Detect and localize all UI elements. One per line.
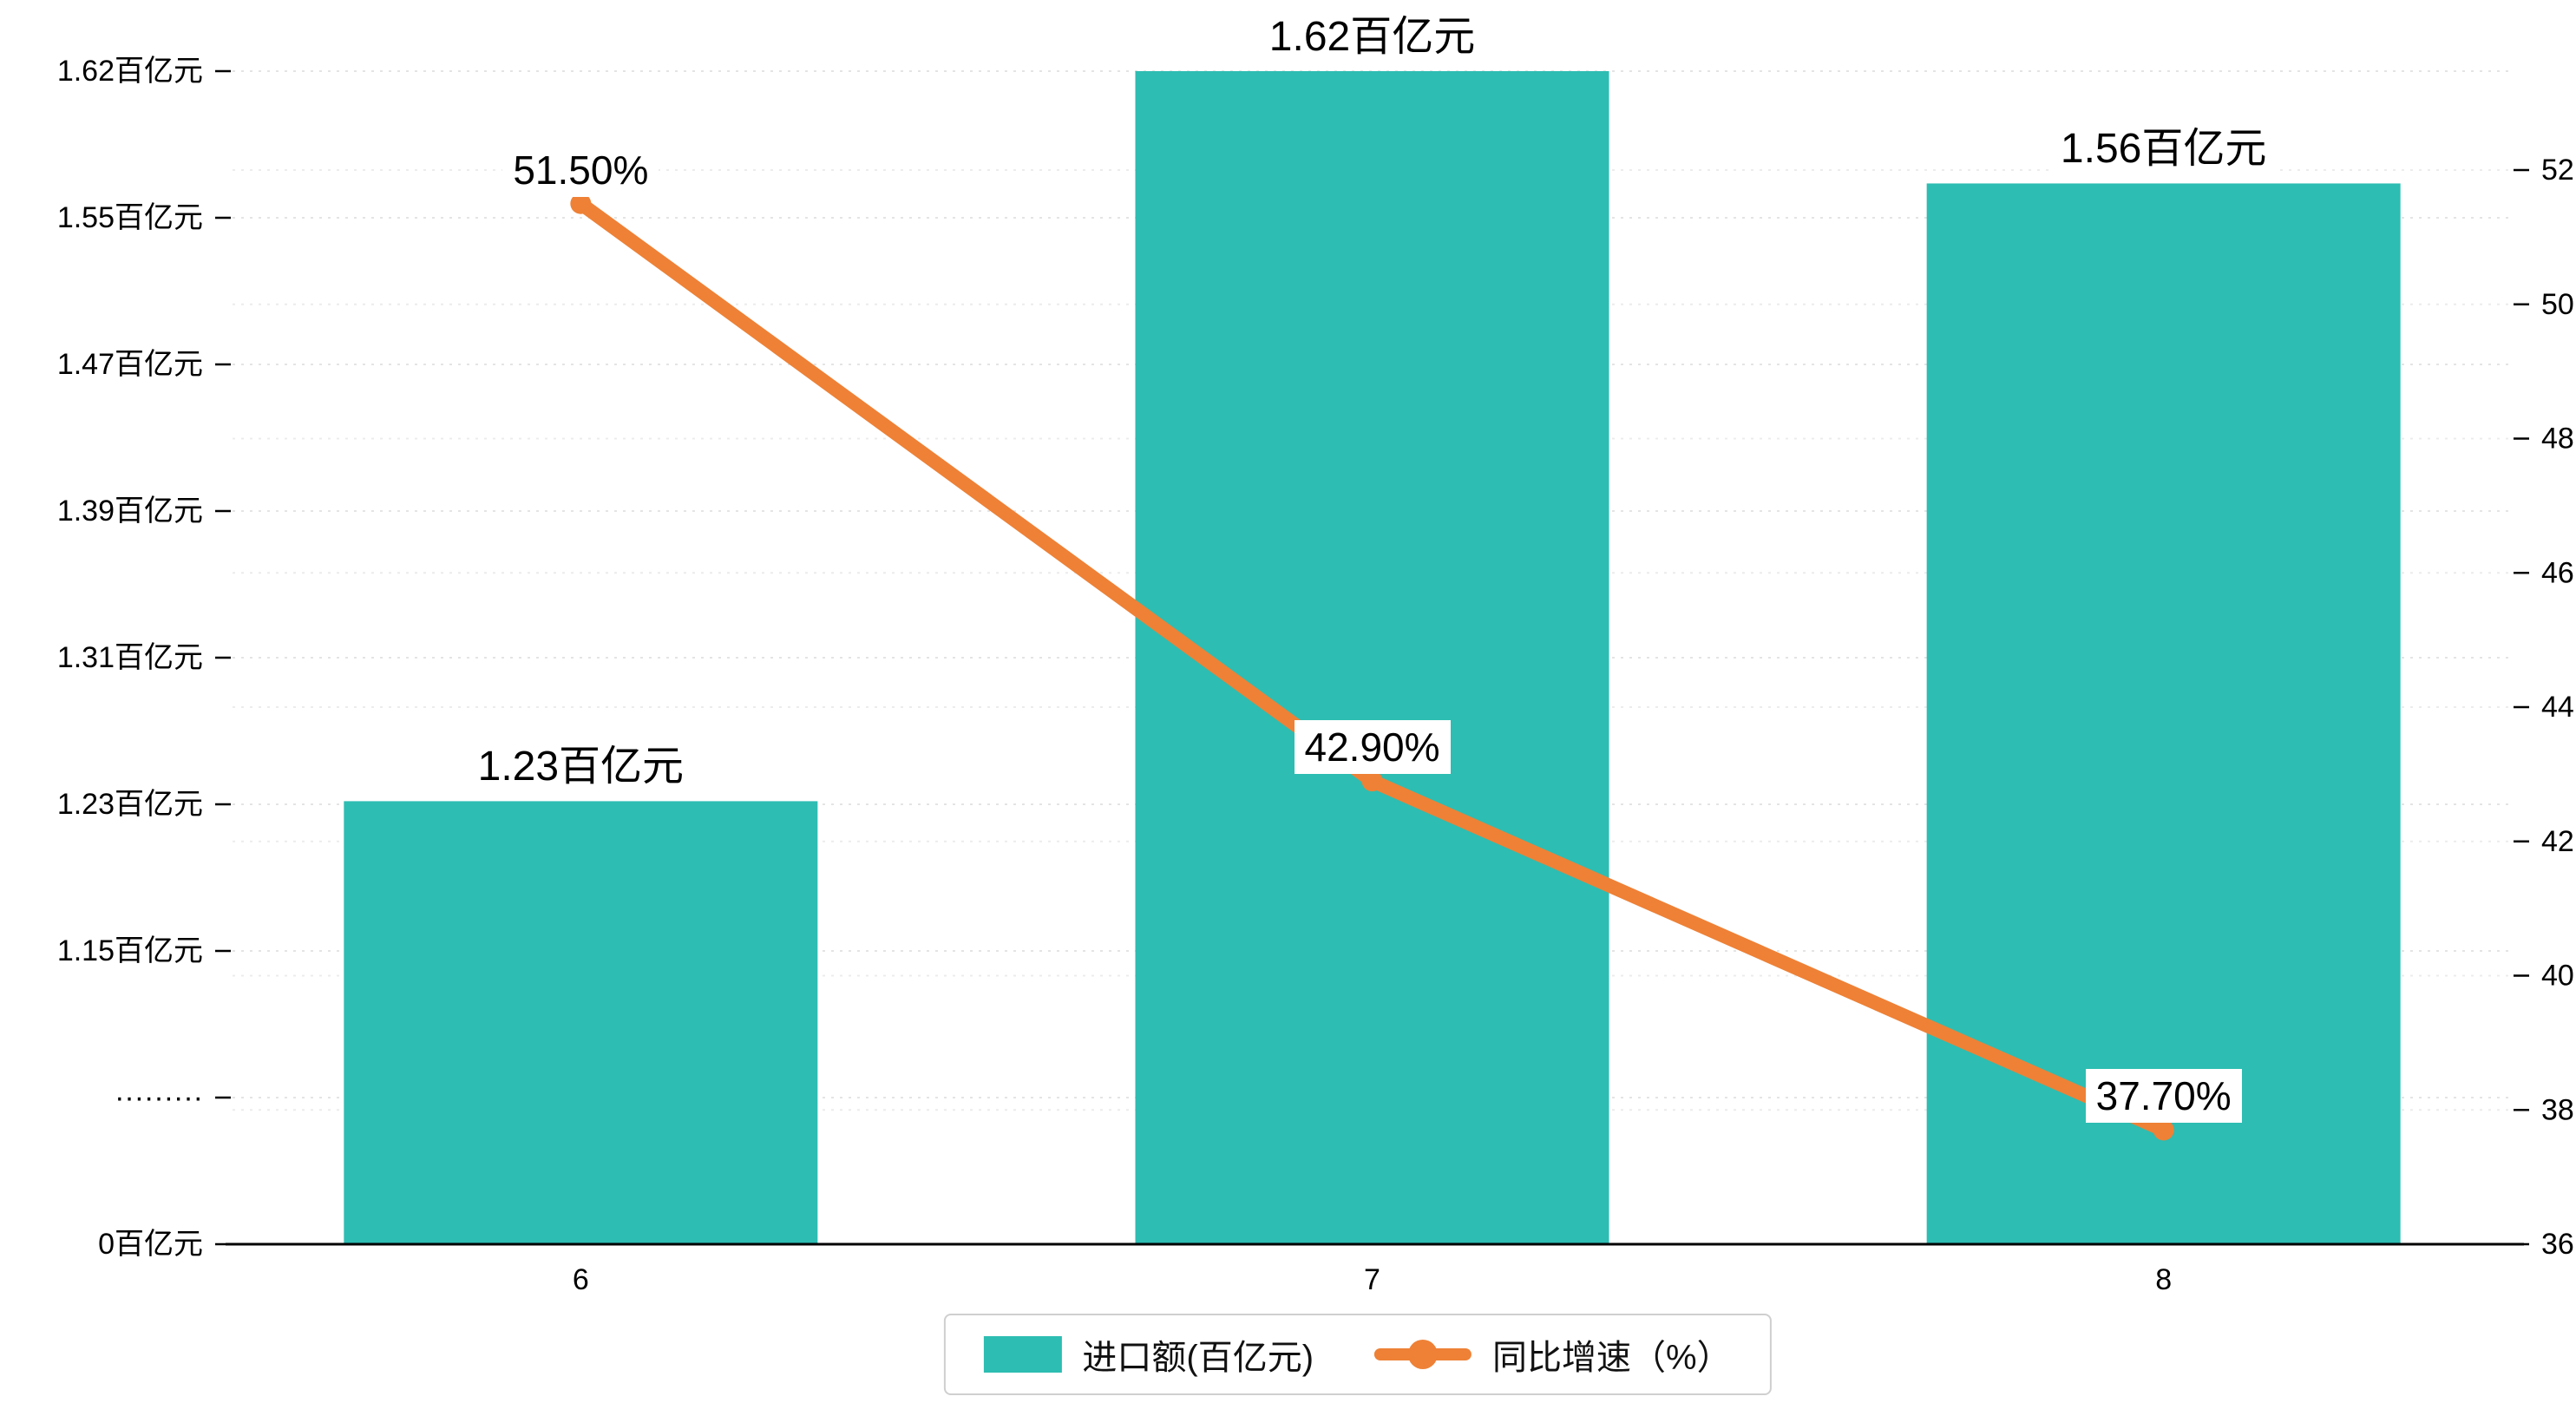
left-axis-tick-label: 1.62百亿元 — [57, 55, 203, 88]
right-axis-tick-label: 40 — [2541, 960, 2574, 993]
right-axis-tick-label: 42 — [2541, 825, 2574, 858]
right-axis-tick-label: 52 — [2541, 154, 2574, 187]
growth-point-icon — [570, 193, 592, 214]
left-axis-tick-label: 1.31百亿元 — [57, 641, 203, 674]
legend-item-import: 进口额(百亿元) — [983, 1329, 1314, 1380]
right-axis-tick-label: 50 — [2541, 288, 2574, 321]
line-series-label: 同比增速（%） — [1492, 1339, 1732, 1377]
line-marker-dot-icon — [1408, 1340, 1439, 1369]
left-axis-tick-label: 1.23百亿元 — [57, 788, 203, 821]
line-series-marker-icon — [1374, 1340, 1472, 1369]
right-axis-tick-label: 38 — [2541, 1093, 2574, 1126]
left-axis-tick-label: 1.55百亿元 — [57, 201, 203, 234]
legend: 进口额(百亿元) 同比增速（%） — [943, 1314, 1772, 1395]
left-axis-tick-label: 0百亿元 — [98, 1228, 203, 1261]
left-axis-tick-label: 1.47百亿元 — [57, 348, 203, 381]
x-axis-tick-label: 7 — [1364, 1263, 1380, 1296]
growth-point-icon — [2153, 1119, 2174, 1141]
bar-series-label: 进口额(百亿元) — [1082, 1339, 1314, 1377]
right-axis-tick-label: 48 — [2541, 423, 2574, 456]
legend-item-growth: 同比增速（%） — [1374, 1329, 1732, 1380]
left-axis-tick-label: 1.39百亿元 — [57, 495, 203, 528]
import-bar — [1926, 183, 2401, 1245]
growth-point-icon — [1361, 770, 1383, 792]
x-axis-tick-label: 6 — [573, 1263, 589, 1296]
bar-series-swatch-icon — [983, 1336, 1062, 1373]
import-bar — [344, 801, 818, 1244]
right-axis-tick-label: 36 — [2541, 1228, 2574, 1261]
right-axis-tick-label: 44 — [2541, 691, 2574, 724]
left-axis-tick-label: ········· — [115, 1081, 203, 1114]
x-axis-tick-label: 8 — [2155, 1263, 2172, 1296]
left-axis-tick-label: 1.15百亿元 — [57, 934, 203, 967]
right-axis-tick-label: 46 — [2541, 556, 2574, 589]
